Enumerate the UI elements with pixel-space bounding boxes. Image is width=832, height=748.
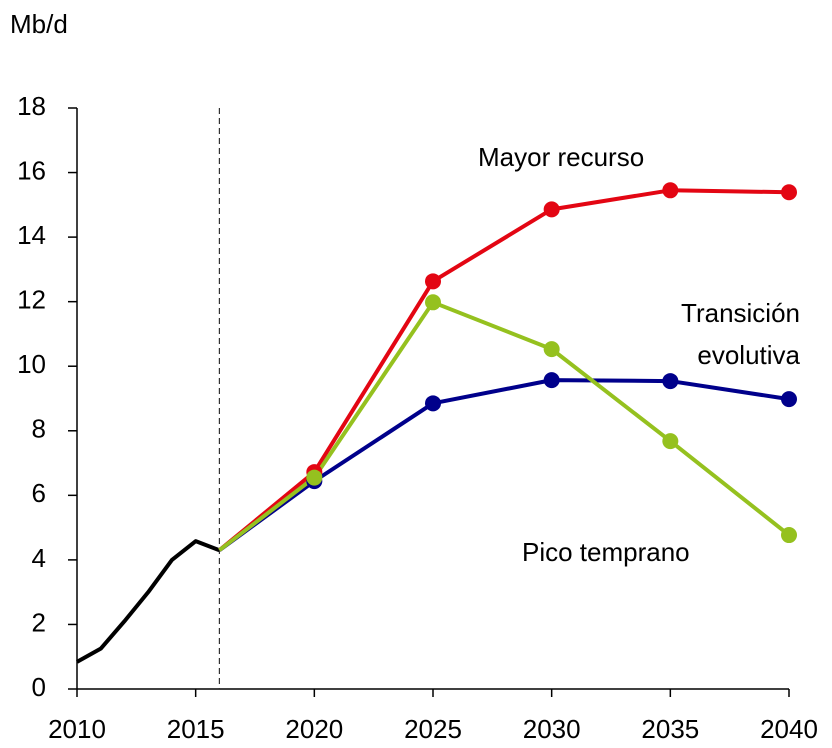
data-point — [662, 182, 679, 199]
series-label: Mayor recurso — [478, 142, 645, 172]
y-tick-label: 6 — [32, 478, 46, 508]
y-tick-label: 16 — [17, 155, 46, 185]
data-point — [781, 391, 797, 408]
y-tick-label: 18 — [17, 91, 46, 121]
y-tick-label: 10 — [17, 349, 46, 379]
y-tick-label: 12 — [17, 285, 46, 315]
x-tick-label: 2010 — [48, 714, 106, 744]
y-tick-label: 4 — [32, 543, 46, 573]
x-tick-label: 2035 — [641, 714, 699, 744]
data-point — [662, 433, 679, 450]
x-tick-label: 2020 — [285, 714, 343, 744]
series-label: Pico temprano — [522, 537, 690, 567]
x-tick-label: 2040 — [760, 714, 818, 744]
data-point — [662, 373, 679, 390]
y-tick-label: 14 — [17, 220, 46, 250]
x-tick-label: 2025 — [404, 714, 462, 744]
data-point — [543, 201, 560, 218]
data-point — [781, 527, 797, 544]
x-tick-label: 2015 — [167, 714, 225, 744]
data-point — [781, 184, 797, 201]
y-axis-label: Mb/d — [10, 9, 68, 39]
series-line — [218, 378, 790, 552]
data-point — [425, 395, 441, 412]
data-point — [543, 372, 560, 389]
data-point — [543, 341, 560, 358]
series-line — [218, 300, 791, 552]
y-tick-label: 0 — [32, 672, 46, 702]
data-point — [306, 469, 323, 486]
x-tick-label: 2030 — [523, 714, 581, 744]
series-line — [218, 188, 790, 552]
data-point — [425, 294, 441, 311]
data-point — [425, 273, 441, 290]
series-label: Transición evolutiva — [681, 298, 800, 370]
y-tick-label: 2 — [32, 607, 46, 637]
series-line — [76, 539, 221, 664]
y-tick-label: 8 — [32, 414, 46, 444]
